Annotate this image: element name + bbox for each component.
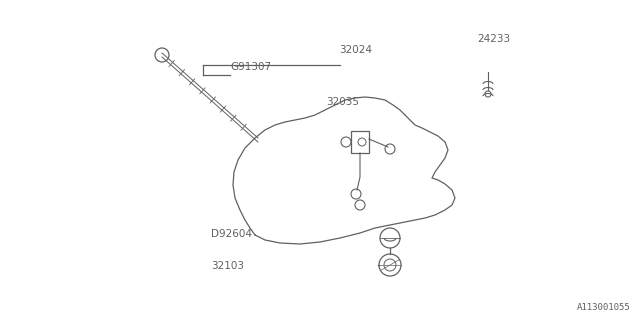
Text: 32035: 32035 xyxy=(326,97,360,108)
Text: 24233: 24233 xyxy=(477,34,510,44)
Text: G91307: G91307 xyxy=(230,62,271,72)
Text: D92604: D92604 xyxy=(211,228,252,239)
Text: A113001055: A113001055 xyxy=(577,303,630,312)
Bar xyxy=(351,131,369,153)
Text: 32024: 32024 xyxy=(339,44,372,55)
Text: 32103: 32103 xyxy=(211,260,244,271)
